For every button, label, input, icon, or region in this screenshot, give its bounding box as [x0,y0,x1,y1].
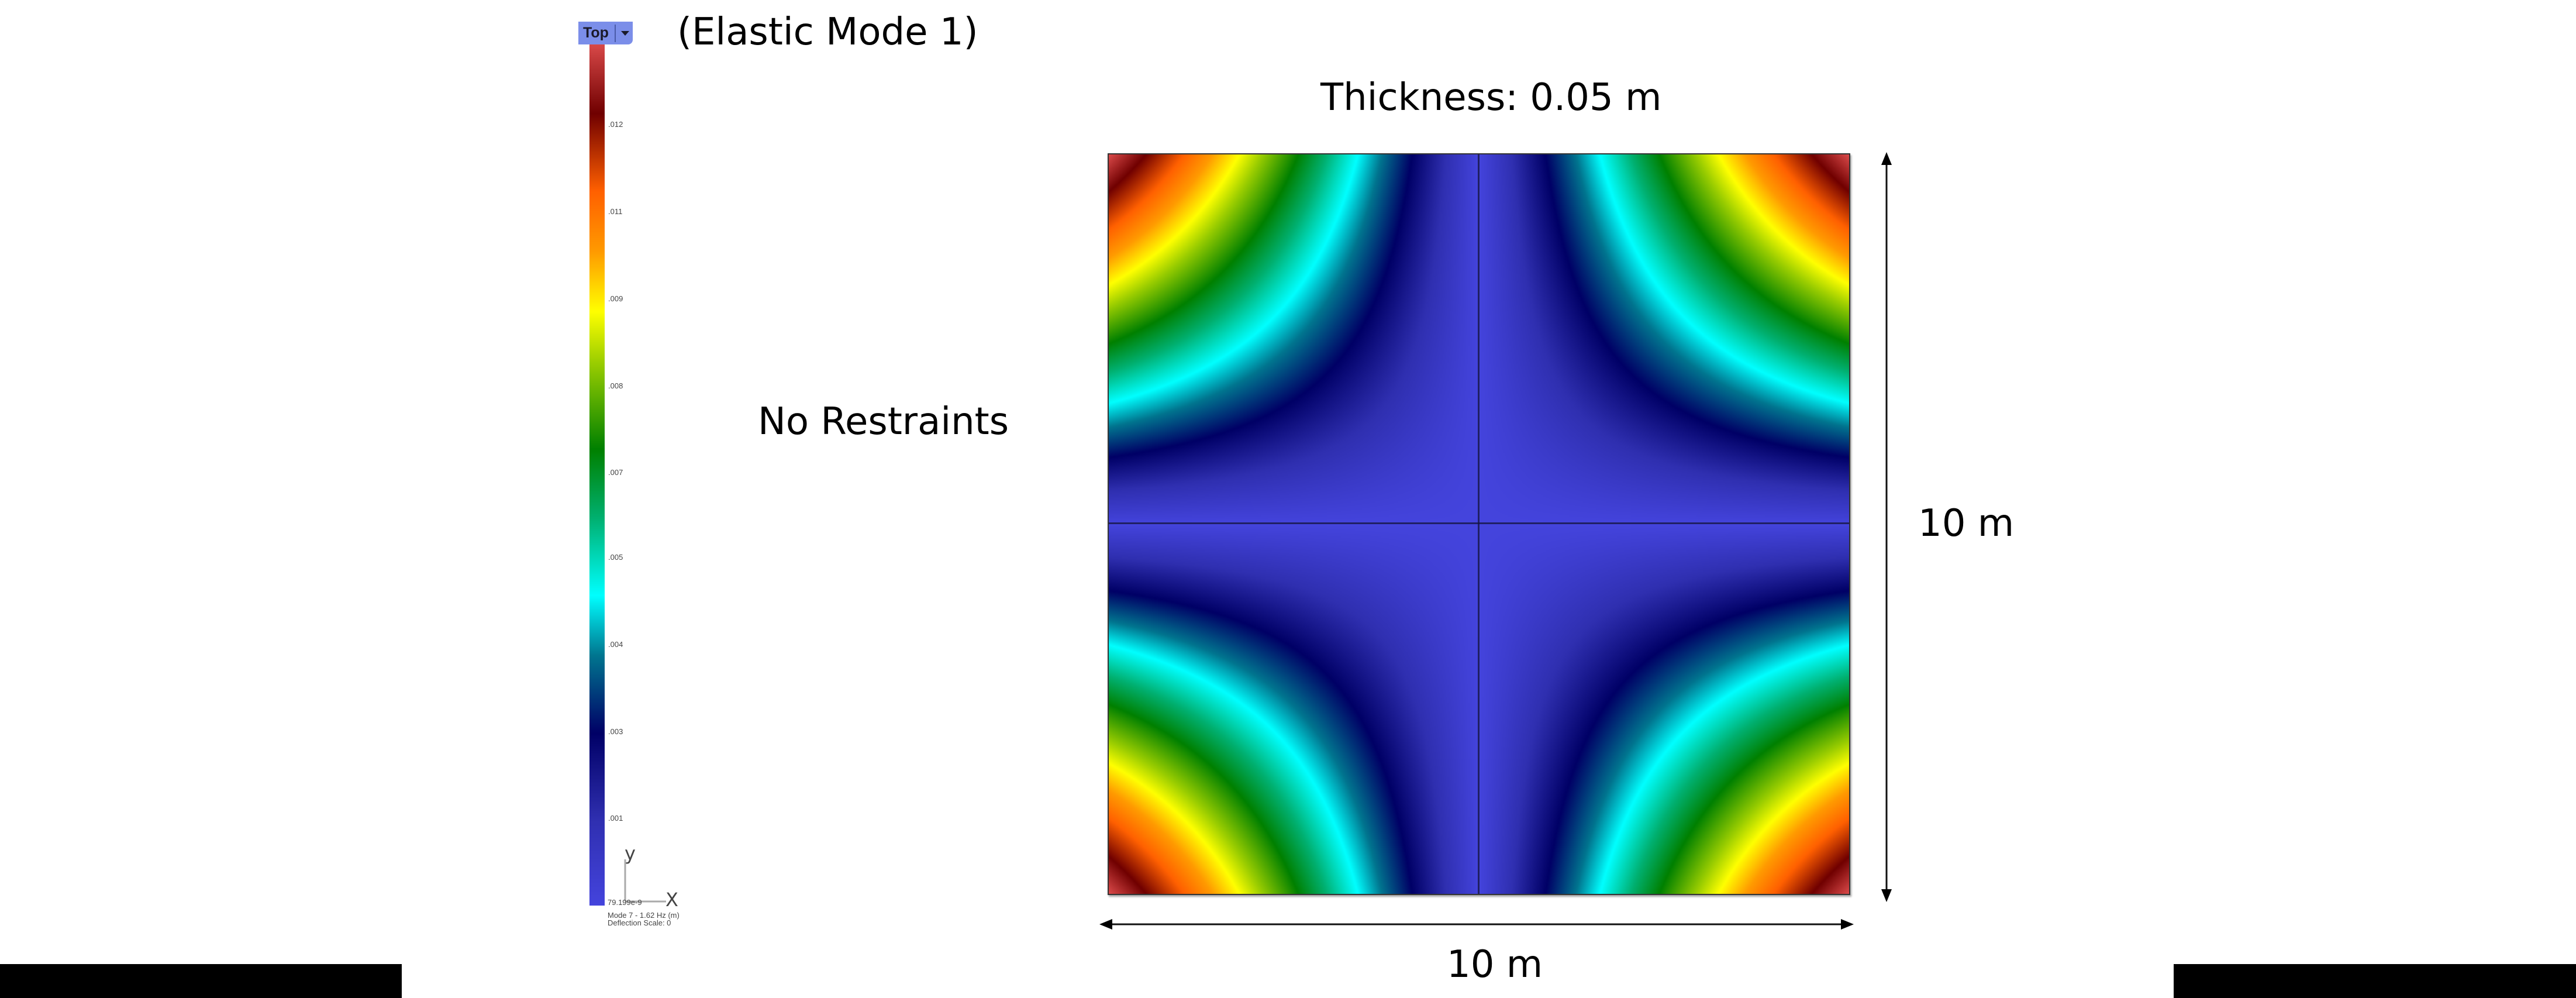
colorbar-tick-label: .008 [608,381,623,390]
colorbar-legend [589,44,605,906]
mesh-line-horizontal [1109,522,1849,524]
axis-y-label: y [625,842,636,865]
view-selector-divider [615,24,616,42]
colorbar-tick-label: .012 [608,120,623,129]
deflection-scale-label: Deflection Scale: 0 [608,918,671,927]
boundary-condition-label: No Restraints [758,400,1009,443]
mode-title: (Elastic Mode 1) [677,11,978,54]
width-dimension-arrow-icon [1099,919,1854,930]
letterbox-bar-right [2174,964,2576,998]
colorbar-tick-label: .011 [608,207,623,216]
chevron-down-icon[interactable] [621,30,629,36]
colorbar-tick-label: .001 [608,814,623,823]
colorbar-tick-label: .005 [608,553,623,562]
width-dimension-label: 10 m [1447,943,1543,986]
mesh-line-vertical [1478,154,1480,894]
colorbar-tick-label: .004 [608,640,623,649]
mode-frequency-label: Mode 7 - 1.62 Hz (m) [608,911,680,920]
colorbar-tick-label: .003 [608,727,623,736]
height-dimension-arrow-icon [1881,152,1892,902]
view-selector-label: Top [583,25,609,41]
axis-triad-icon [624,859,666,903]
colorbar-tick-label: .007 [608,468,623,477]
height-dimension-label: 10 m [1918,502,2015,545]
view-selector-button[interactable]: Top [578,22,633,44]
mode-info: Mode 7 - 1.62 Hz (m) Deflection Scale: 0 [608,911,680,927]
colorbar-tick-label: .009 [608,294,623,303]
letterbox-bar-left [0,964,402,998]
axis-x-label: X [665,889,678,911]
thickness-label: Thickness: 0.05 m [1320,76,1662,119]
colorbar-min-label: 79.199e-9 [608,898,642,907]
